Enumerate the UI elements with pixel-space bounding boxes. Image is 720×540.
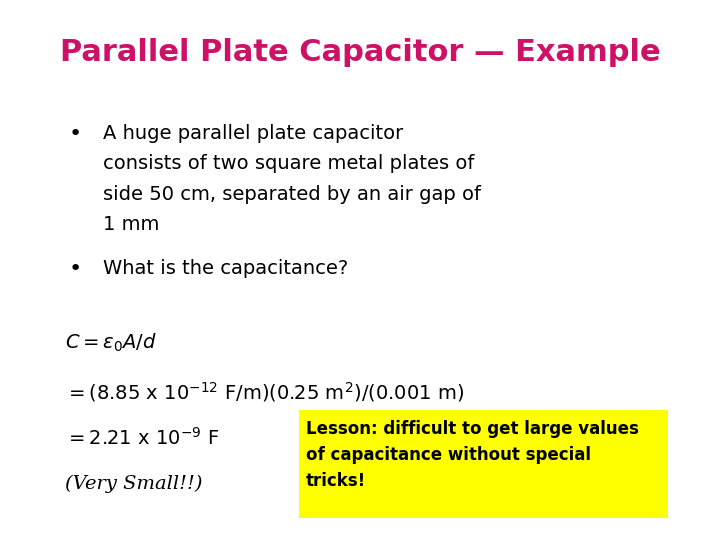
Text: •: • [68, 124, 82, 144]
Text: 1 mm: 1 mm [102, 215, 159, 234]
Text: $= (8.85\ \mathrm{x}\ 10^{-12}\ \mathrm{F/m})(0.25\ \mathrm{m}^2)/(0.001\ \mathr: $= (8.85\ \mathrm{x}\ 10^{-12}\ \mathrm{… [66, 380, 464, 403]
FancyBboxPatch shape [299, 410, 668, 518]
Text: consists of two square metal plates of: consists of two square metal plates of [102, 154, 474, 173]
Text: (Very Small!!): (Very Small!!) [66, 475, 203, 493]
Text: What is the capacitance?: What is the capacitance? [102, 259, 348, 278]
Text: A huge parallel plate capacitor: A huge parallel plate capacitor [102, 124, 403, 143]
Text: •: • [68, 259, 82, 279]
Text: $C = \varepsilon_0 A/d$: $C = \varepsilon_0 A/d$ [66, 332, 157, 354]
Text: side 50 cm, separated by an air gap of: side 50 cm, separated by an air gap of [102, 185, 480, 204]
Text: Lesson: difficult to get large values
of capacitance without special
tricks!: Lesson: difficult to get large values of… [306, 420, 639, 490]
Text: $= 2.21\ \mathrm{x}\ 10^{-9}\ \mathrm{F}$: $= 2.21\ \mathrm{x}\ 10^{-9}\ \mathrm{F}… [66, 427, 220, 449]
Text: Parallel Plate Capacitor — Example: Parallel Plate Capacitor — Example [60, 38, 660, 67]
